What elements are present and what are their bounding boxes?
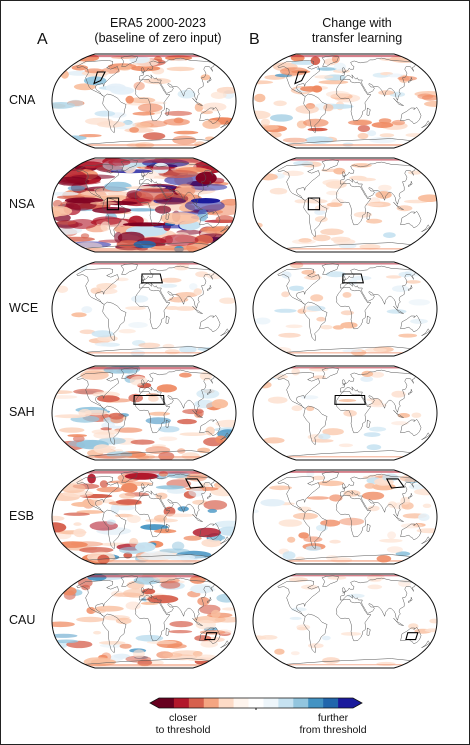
- panel-b-title: Change with transfer learning: [267, 16, 447, 46]
- anomaly-field: [253, 470, 437, 564]
- anomaly-field: [253, 262, 437, 356]
- colorbar-swatch: [263, 698, 279, 708]
- colorbar-swatch: [323, 698, 339, 708]
- globe-border: [252, 365, 438, 461]
- globe-border: [51, 469, 237, 565]
- region-outline: [307, 197, 321, 211]
- panel-letter-b: B: [249, 31, 260, 48]
- globe-border: [51, 261, 237, 357]
- region-outline: [204, 632, 218, 641]
- anomaly-field: [52, 262, 236, 356]
- colorbar-right-arrow: [353, 698, 362, 708]
- colorbar-swatch: [233, 698, 249, 708]
- colorbar-border: [149, 697, 363, 709]
- anomaly-field: [52, 574, 236, 668]
- map-sah-b: [252, 365, 438, 461]
- map-sah-a: [51, 365, 237, 461]
- row-label-esb: ESB: [9, 509, 35, 523]
- colorbar-right-label-line2: from threshold: [299, 724, 367, 736]
- anomaly-field: [52, 158, 236, 252]
- map-nsa-b: [252, 157, 438, 253]
- colorbar-right-label: further from threshold: [278, 712, 388, 736]
- colorbar-right-label-line1: further: [317, 712, 349, 724]
- region-outline: [385, 478, 406, 489]
- globe-border: [252, 53, 438, 149]
- globe-border: [252, 573, 438, 669]
- region-outline: [106, 197, 120, 211]
- globe-border: [252, 261, 438, 357]
- colorbar-swatch: [159, 698, 175, 708]
- map-wce-a: [51, 261, 237, 357]
- colorbar-swatch: [173, 698, 190, 708]
- map-esb-a: [51, 469, 237, 565]
- map-wce-b: [252, 261, 438, 357]
- row-label-cau: CAU: [9, 613, 36, 627]
- region-outline: [405, 632, 419, 641]
- colorbar-left-label-line2: to threshold: [155, 724, 211, 736]
- anomaly-field: [253, 54, 437, 148]
- region-outline: [93, 71, 106, 85]
- colorbar-left-label: closer to threshold: [128, 712, 238, 736]
- map-cna-b: [252, 53, 438, 149]
- map-cau-b: [252, 573, 438, 669]
- colorbar-swatch: [188, 698, 205, 708]
- colorbar-swatch: [203, 698, 219, 708]
- region-outline: [334, 394, 366, 405]
- colorbar-swatch: [248, 698, 264, 708]
- globe-border: [51, 365, 237, 461]
- anomaly-field: [52, 366, 236, 460]
- colorbar-left-label-line1: closer: [168, 712, 197, 724]
- colorbar-swatch: [308, 698, 324, 708]
- row-label-sah: SAH: [9, 405, 35, 419]
- panel-b-title-line2: transfer learning: [311, 31, 403, 45]
- colorbar-swatch: [338, 698, 354, 708]
- panel-b-title-line1: Change with: [322, 16, 392, 30]
- panel-a-title-line2: (baseline of zero input): [94, 31, 222, 45]
- colorbar-left-arrow: [150, 698, 159, 708]
- map-cau-a: [51, 573, 237, 669]
- colorbar: [149, 697, 363, 710]
- region-outline: [184, 478, 205, 489]
- anomaly-field: [253, 158, 437, 252]
- anomaly-field: [52, 54, 236, 148]
- row-label-cna: CNA: [9, 93, 36, 107]
- row-label-nsa: NSA: [9, 197, 35, 211]
- globe-border: [51, 157, 237, 253]
- globe-border: [51, 53, 237, 149]
- map-cna-a: [51, 53, 237, 149]
- globe-border: [252, 469, 438, 565]
- globe-border: [51, 573, 237, 669]
- anomaly-field: [52, 470, 236, 564]
- row-label-wce: WCE: [9, 301, 39, 315]
- anomaly-field: [253, 366, 437, 460]
- region-outline: [342, 273, 364, 284]
- globe-border: [252, 157, 438, 253]
- map-esb-b: [252, 469, 438, 565]
- region-outline: [294, 71, 307, 85]
- panel-a-title-line1: ERA5 2000-2023: [110, 16, 206, 30]
- panel-letter-a: A: [37, 31, 48, 48]
- colorbar-swatch: [293, 698, 309, 708]
- colorbar-swatch: [218, 698, 234, 708]
- panel-a-title: ERA5 2000-2023 (baseline of zero input): [68, 16, 248, 46]
- region-outline: [141, 273, 163, 284]
- map-nsa-a: [51, 157, 237, 253]
- colorbar-swatch: [278, 698, 294, 708]
- anomaly-field: [253, 574, 437, 668]
- region-outline: [133, 394, 165, 405]
